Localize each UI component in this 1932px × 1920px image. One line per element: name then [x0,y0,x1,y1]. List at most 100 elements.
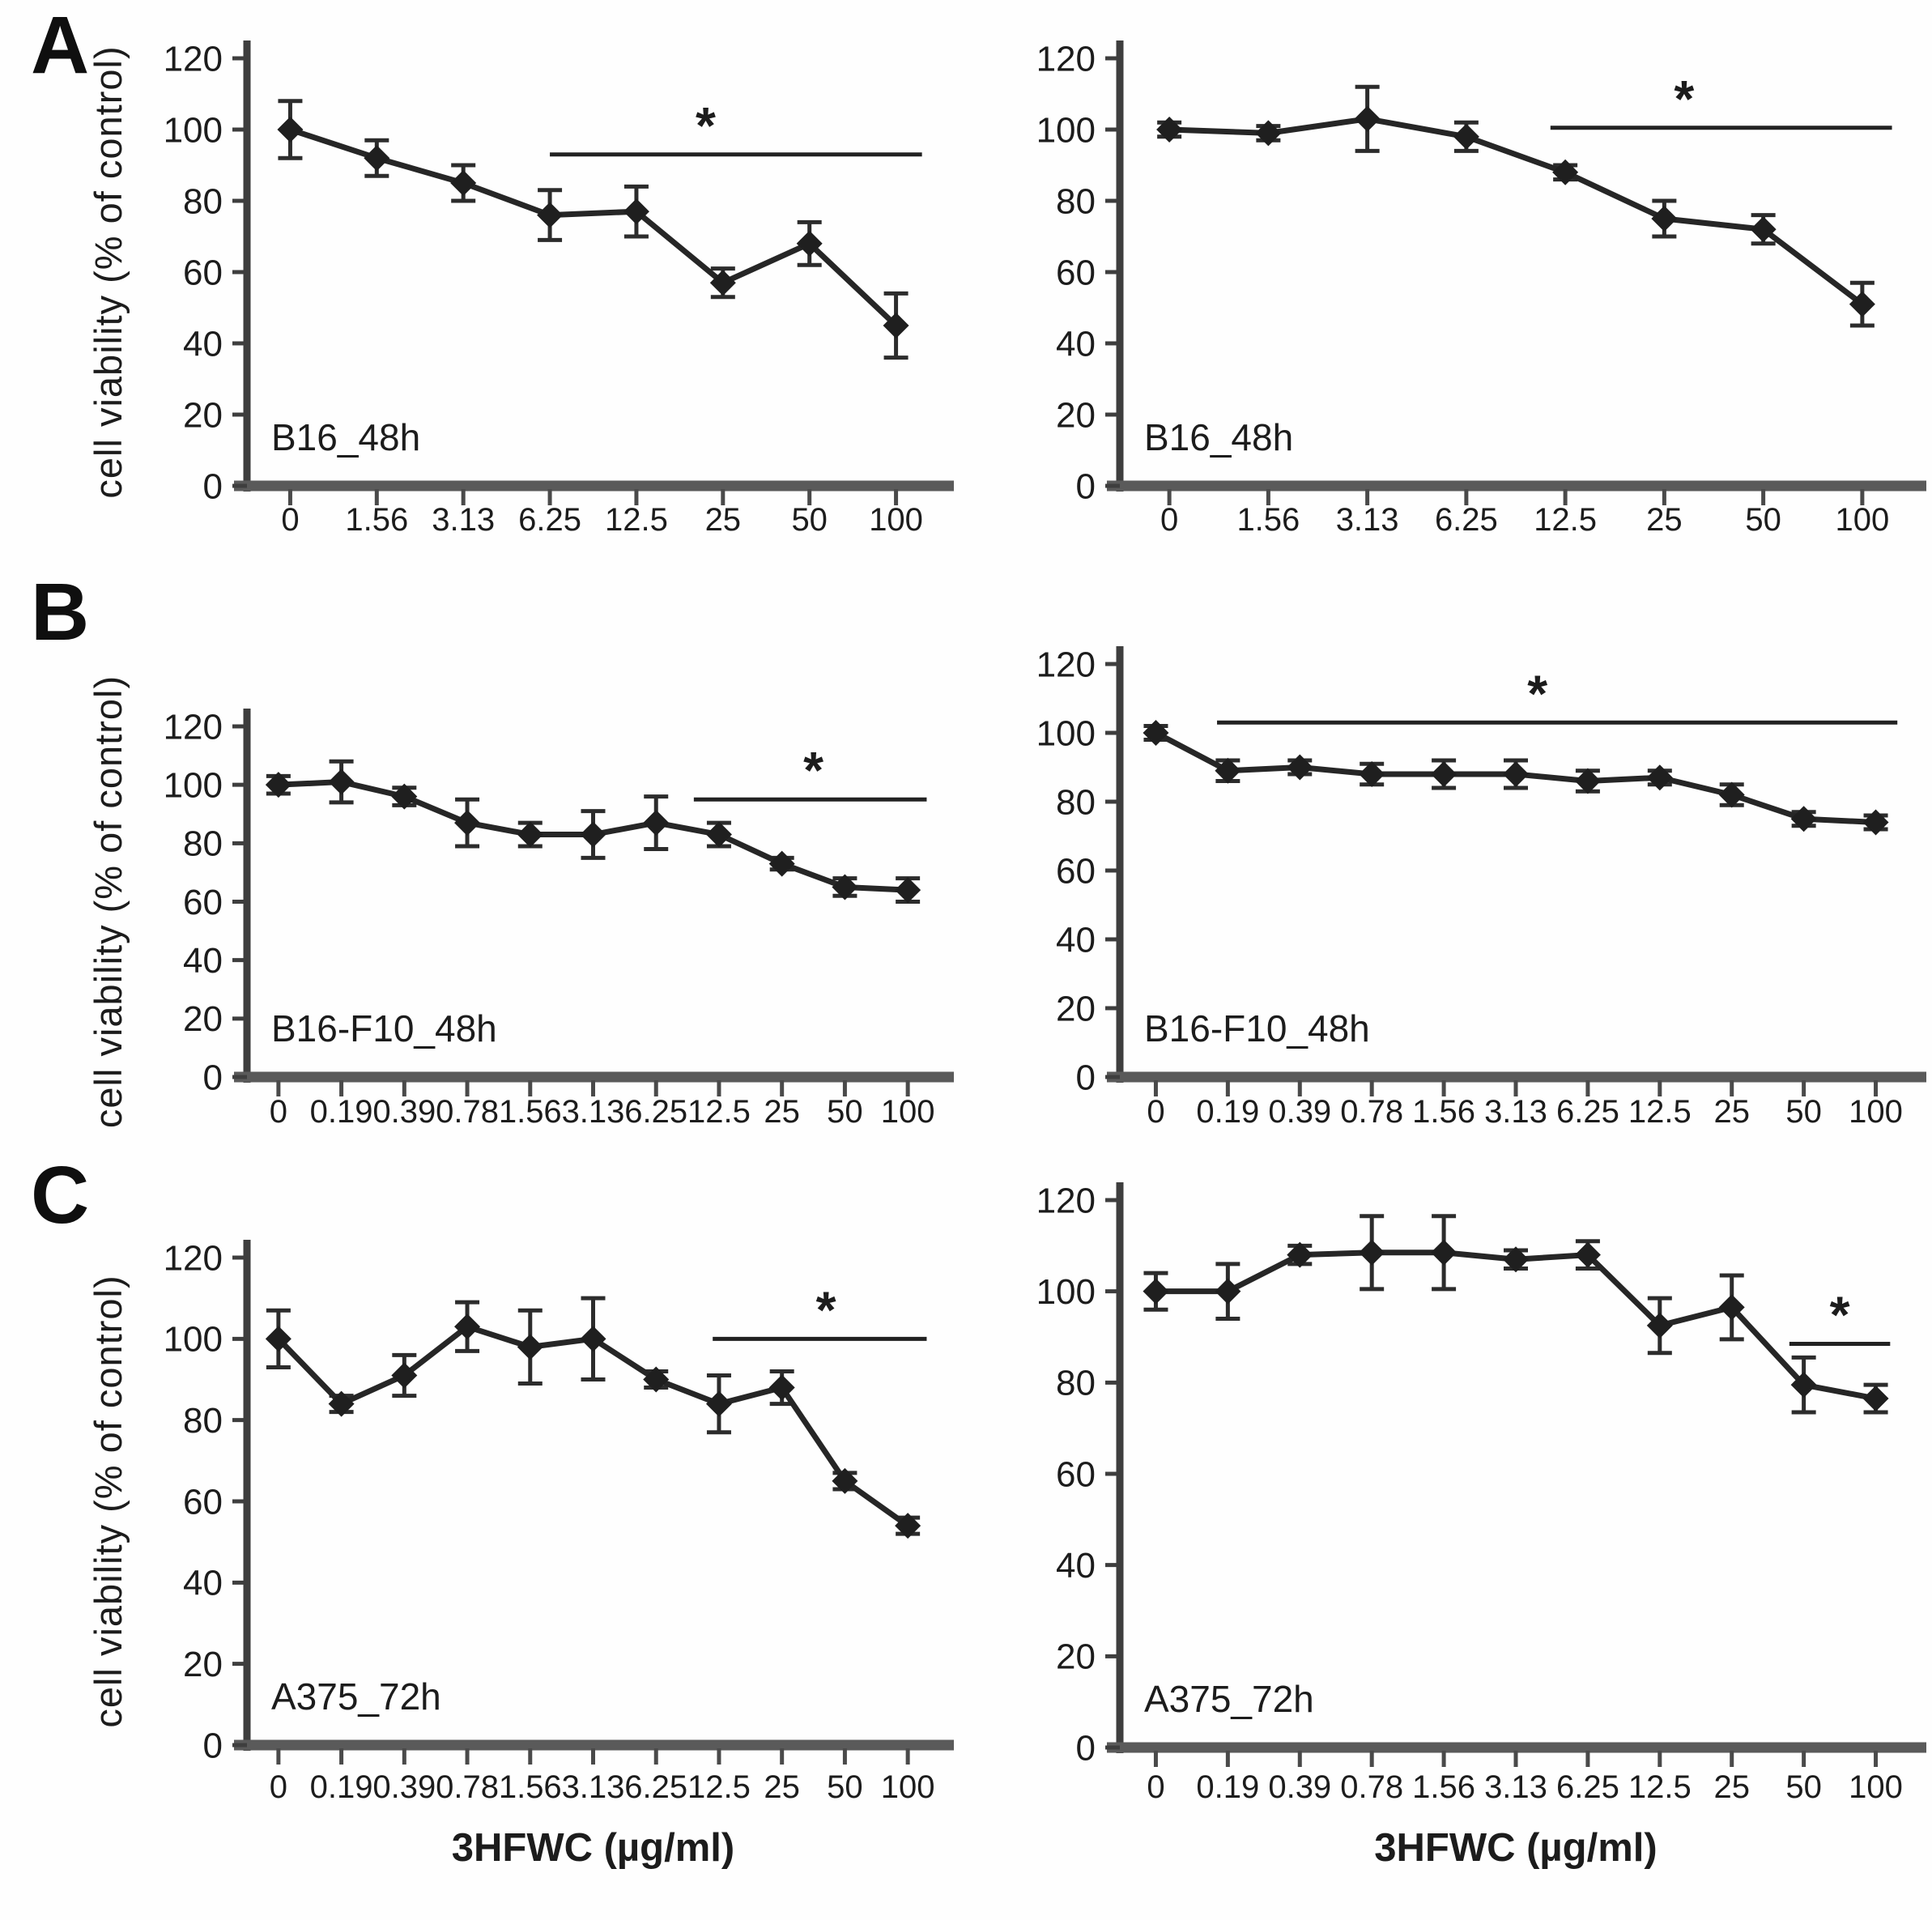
chart-b-right-canvas: 0 20 40 60 80 100 120 0 0.19 0.39 0.78 1.56 3.13 6.25… [1036,645,1926,1130]
svg-text:0: 0 [1160,502,1178,538]
svg-text:1.56: 1.56 [499,1094,562,1130]
svg-text:6.25: 6.25 [518,502,581,538]
svg-text:0.19: 0.19 [1196,1769,1259,1805]
svg-text:1.56: 1.56 [1236,502,1300,538]
svg-text:40: 40 [183,941,223,981]
svg-text:100: 100 [164,1320,223,1360]
svg-text:3.13: 3.13 [562,1094,625,1130]
svg-text:0: 0 [281,502,299,538]
svg-text:*: * [1674,70,1694,128]
svg-text:0.19: 0.19 [310,1769,373,1805]
svg-text:0: 0 [1076,1058,1096,1097]
svg-text:1.56: 1.56 [1412,1094,1475,1130]
svg-text:0.39: 0.39 [372,1769,436,1805]
panel-letter-c: C [31,1150,89,1241]
svg-text:0.19: 0.19 [310,1094,373,1130]
svg-text:120: 120 [1036,645,1096,684]
chart-c-right-canvas: 0 20 40 60 80 100 120 0 0.19 0.39 0.78 1.56 3.13 6.25… [1036,1181,1926,1870]
svg-text:*: * [1830,1285,1850,1343]
svg-text:100: 100 [1836,502,1890,538]
svg-text:3.13: 3.13 [1484,1769,1547,1805]
svg-text:20: 20 [183,1645,223,1684]
svg-text:25: 25 [1713,1769,1750,1805]
panel-c-left: 0 20 40 60 80 100 120 0 0.19 0.39 0.78 1.56 3.13 6.25… [0,1150,966,1920]
svg-text:120: 120 [164,39,223,79]
svg-text:12.5: 12.5 [687,1094,751,1130]
svg-text:20: 20 [183,999,223,1039]
svg-text:100: 100 [1849,1769,1903,1805]
chart-b-left-canvas: 0 20 40 60 80 100 120 0 0.19 0.39 0.78 1.56 3.13 6.25… [87,675,954,1130]
svg-text:120: 120 [164,1238,223,1278]
svg-text:6.25: 6.25 [1556,1769,1619,1805]
svg-text:1.56: 1.56 [499,1769,562,1805]
svg-text:25: 25 [705,502,742,538]
svg-text:80: 80 [183,824,223,864]
svg-text:*: * [696,96,716,155]
svg-text:40: 40 [1056,920,1096,960]
svg-text:100: 100 [869,502,923,538]
svg-text:50: 50 [1785,1769,1822,1805]
svg-text:A375_72h: A375_72h [1144,1678,1314,1720]
svg-text:100: 100 [164,110,223,150]
svg-text:cell viability (% of control): cell viability (% of control) [87,675,130,1128]
panel-b-left: 0 20 40 60 80 100 120 0 0.19 0.39 0.78 1.56 3.13 6.25… [0,567,966,1150]
svg-text:80: 80 [1056,1364,1096,1403]
svg-text:B16-F10_48h: B16-F10_48h [1144,1007,1370,1049]
svg-text:cell viability (% of control): cell viability (% of control) [87,1275,130,1727]
panel-letter-b: B [31,567,89,658]
svg-text:20: 20 [1056,395,1096,435]
svg-text:20: 20 [1056,989,1096,1028]
chart-a-left-canvas: 0 20 40 60 80 100 120 0 1.56 3.13 6.25 12.5 25 50 100 *… [87,39,954,538]
svg-text:1.56: 1.56 [1412,1769,1475,1805]
svg-text:0: 0 [1076,466,1096,506]
svg-text:80: 80 [183,181,223,221]
chart-c-left-canvas: 0 20 40 60 80 100 120 0 0.19 0.39 0.78 1.56 3.13 6.25… [87,1238,954,1870]
svg-text:12.5: 12.5 [1628,1094,1692,1130]
svg-text:100: 100 [1036,110,1096,150]
svg-text:80: 80 [1056,782,1096,822]
svg-text:1.56: 1.56 [345,502,408,538]
svg-text:20: 20 [1056,1637,1096,1677]
svg-text:0: 0 [1076,1728,1096,1768]
svg-text:cell viability (% of control): cell viability (% of control) [87,45,130,498]
svg-text:60: 60 [1056,851,1096,891]
svg-text:*: * [803,741,823,799]
svg-text:50: 50 [791,502,828,538]
chart-a-right-canvas: 0 20 40 60 80 100 120 0 1.56 3.13 6.25 12.5 25 50 100 *… [1036,39,1926,538]
svg-text:6.25: 6.25 [1556,1094,1619,1130]
svg-text:*: * [1527,664,1547,722]
svg-text:0: 0 [270,1769,287,1805]
panel-a-right: 0 20 40 60 80 100 120 0 1.56 3.13 6.25 12.5 25 50 100 *… [966,0,1932,567]
svg-text:0: 0 [203,466,223,506]
svg-text:0.39: 0.39 [372,1094,436,1130]
svg-text:12.5: 12.5 [605,502,668,538]
svg-text:0.78: 0.78 [1340,1094,1403,1130]
svg-text:0: 0 [1147,1769,1164,1805]
svg-text:0: 0 [270,1094,287,1130]
svg-text:25: 25 [1713,1094,1750,1130]
svg-text:B16_48h: B16_48h [1144,416,1293,458]
svg-text:25: 25 [1646,502,1683,538]
svg-text:*: * [816,1280,836,1339]
svg-text:0.78: 0.78 [1340,1769,1403,1805]
svg-text:40: 40 [183,1564,223,1603]
svg-text:40: 40 [1056,324,1096,364]
panel-a-left: 0 20 40 60 80 100 120 0 1.56 3.13 6.25 12.5 25 50 100 *… [0,0,966,567]
svg-text:12.5: 12.5 [687,1769,751,1805]
svg-text:100: 100 [164,766,223,806]
svg-text:25: 25 [764,1769,800,1805]
svg-text:100: 100 [1036,713,1096,753]
svg-text:60: 60 [1056,253,1096,292]
svg-text:0.78: 0.78 [436,1769,499,1805]
panel-row-a: A 0 20 40 60 80 100 120 0 1.56 3.13 6.25 12.5 25 50 10… [0,0,1932,567]
svg-text:60: 60 [183,1482,223,1522]
svg-text:0.19: 0.19 [1196,1094,1259,1130]
svg-text:50: 50 [1745,502,1781,538]
svg-text:0: 0 [203,1058,223,1097]
svg-text:25: 25 [764,1094,800,1130]
panel-row-c: C 0 20 40 60 80 100 120 0 0.19 0.39 0.78 1.56 3.13 6.… [0,1150,1932,1920]
svg-text:50: 50 [827,1769,863,1805]
panel-letter-a: A [31,0,89,91]
svg-text:60: 60 [183,883,223,922]
